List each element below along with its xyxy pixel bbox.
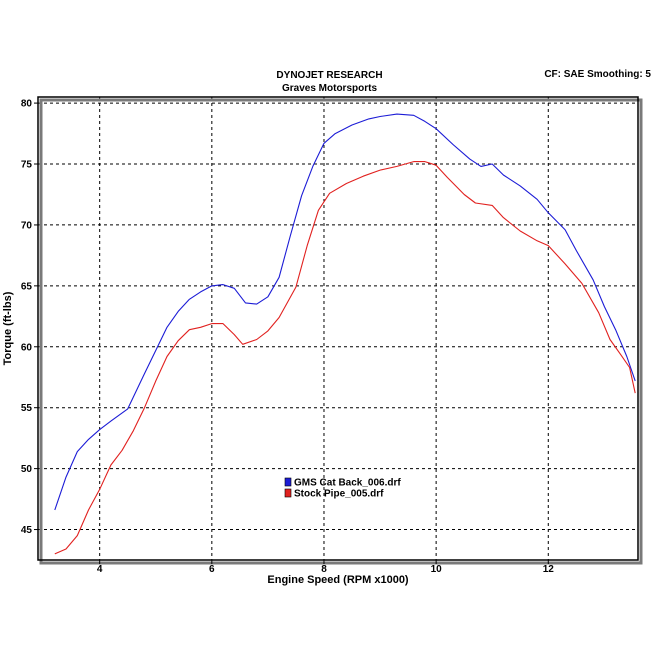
y-tick-label: 80 bbox=[21, 99, 33, 110]
tick-labels: 4 6 8 10 12 45 50 55 60 65 70 75 80 bbox=[21, 99, 554, 575]
y-tick-label: 60 bbox=[21, 342, 33, 353]
plot-frame bbox=[37, 96, 643, 565]
y-tick-label: 70 bbox=[21, 220, 33, 231]
plot-area bbox=[38, 97, 638, 560]
frame-shadow bbox=[39, 98, 643, 565]
legend-swatch-1 bbox=[284, 477, 292, 487]
correction-factor-label: CF: SAE Smoothing: 5 bbox=[544, 69, 651, 80]
y-axis-label: Torque (ft-lbs) bbox=[2, 291, 14, 365]
chart-title: DYNOJET RESEARCH bbox=[276, 70, 383, 81]
y-tick-label: 50 bbox=[21, 464, 33, 475]
grid bbox=[38, 97, 638, 560]
y-tick-label: 65 bbox=[21, 281, 33, 292]
series-line-2 bbox=[54, 161, 636, 555]
legend-label-1: GMS Cat Back_006.drf bbox=[294, 478, 401, 489]
x-tick-label: 10 bbox=[431, 564, 443, 575]
x-tick-label: 6 bbox=[209, 564, 215, 575]
frame-border bbox=[37, 96, 639, 561]
chart-subtitle: Graves Motorsports bbox=[281, 83, 378, 94]
y-tick-label: 45 bbox=[21, 525, 33, 536]
series-line-1 bbox=[54, 113, 636, 511]
legend-swatch-2 bbox=[284, 488, 292, 498]
series-lines bbox=[54, 113, 636, 555]
y-tick-label: 55 bbox=[21, 403, 33, 414]
y-tick-label: 75 bbox=[21, 160, 33, 171]
plot-background bbox=[38, 97, 638, 560]
x-tick-label: 12 bbox=[543, 564, 555, 575]
legend-label-2: Stock Pipe_005.drf bbox=[294, 489, 384, 500]
x-tick-label: 4 bbox=[97, 564, 103, 575]
x-axis-label: Engine Speed (RPM x1000) bbox=[267, 574, 409, 586]
x-tick-label: 8 bbox=[321, 564, 327, 575]
